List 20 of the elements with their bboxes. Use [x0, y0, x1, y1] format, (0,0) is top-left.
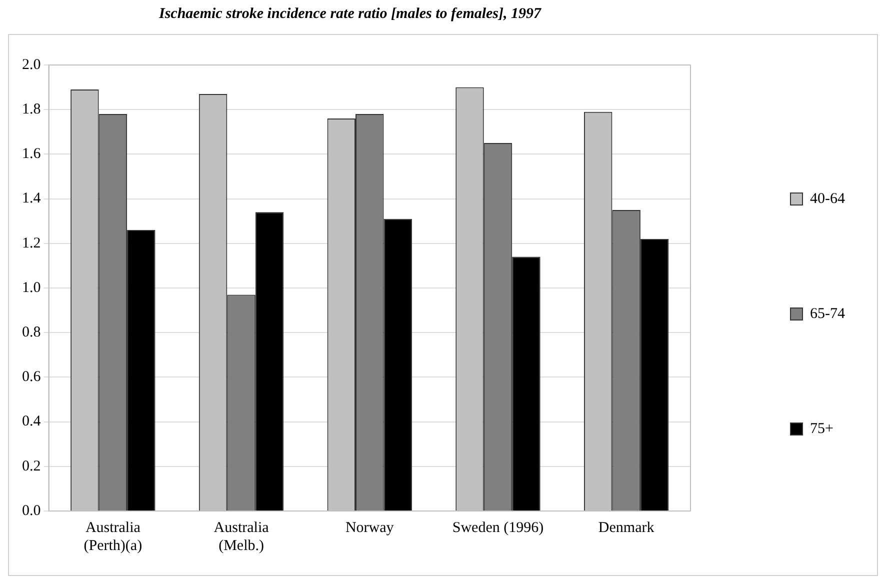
x-tick-label: Norway [345, 520, 394, 536]
y-tick-label: 0.0 [22, 502, 41, 519]
x-tick-label: Australia (Perth)(a) [84, 520, 142, 554]
y-tick-label: 0.8 [22, 324, 41, 341]
x-tick-label: Denmark [598, 520, 655, 536]
x-tick-label: Australia (Melb.) [214, 520, 270, 554]
legend-label: 75+ [810, 420, 834, 437]
chart-title: Ischaemic stroke incidence rate ratio [males to females], 1997 [158, 6, 542, 23]
y-tick-label: 1.0 [22, 280, 41, 296]
y-tick-label: 1.2 [22, 235, 41, 252]
y-tick-label: 0.6 [22, 369, 42, 386]
y-tick-label: 1.8 [22, 102, 41, 118]
y-tick-label: 1.4 [22, 190, 42, 207]
y-tick-label: 2.0 [22, 56, 41, 73]
x-tick-label: Sweden (1996) [452, 520, 544, 536]
y-tick-label: 0.4 [22, 414, 42, 430]
y-tick-label: 1.6 [22, 146, 42, 162]
legend-label: 65-74 [810, 306, 846, 322]
y-tick-label: 0.2 [22, 458, 41, 474]
legend-label: 40-64 [810, 190, 846, 207]
